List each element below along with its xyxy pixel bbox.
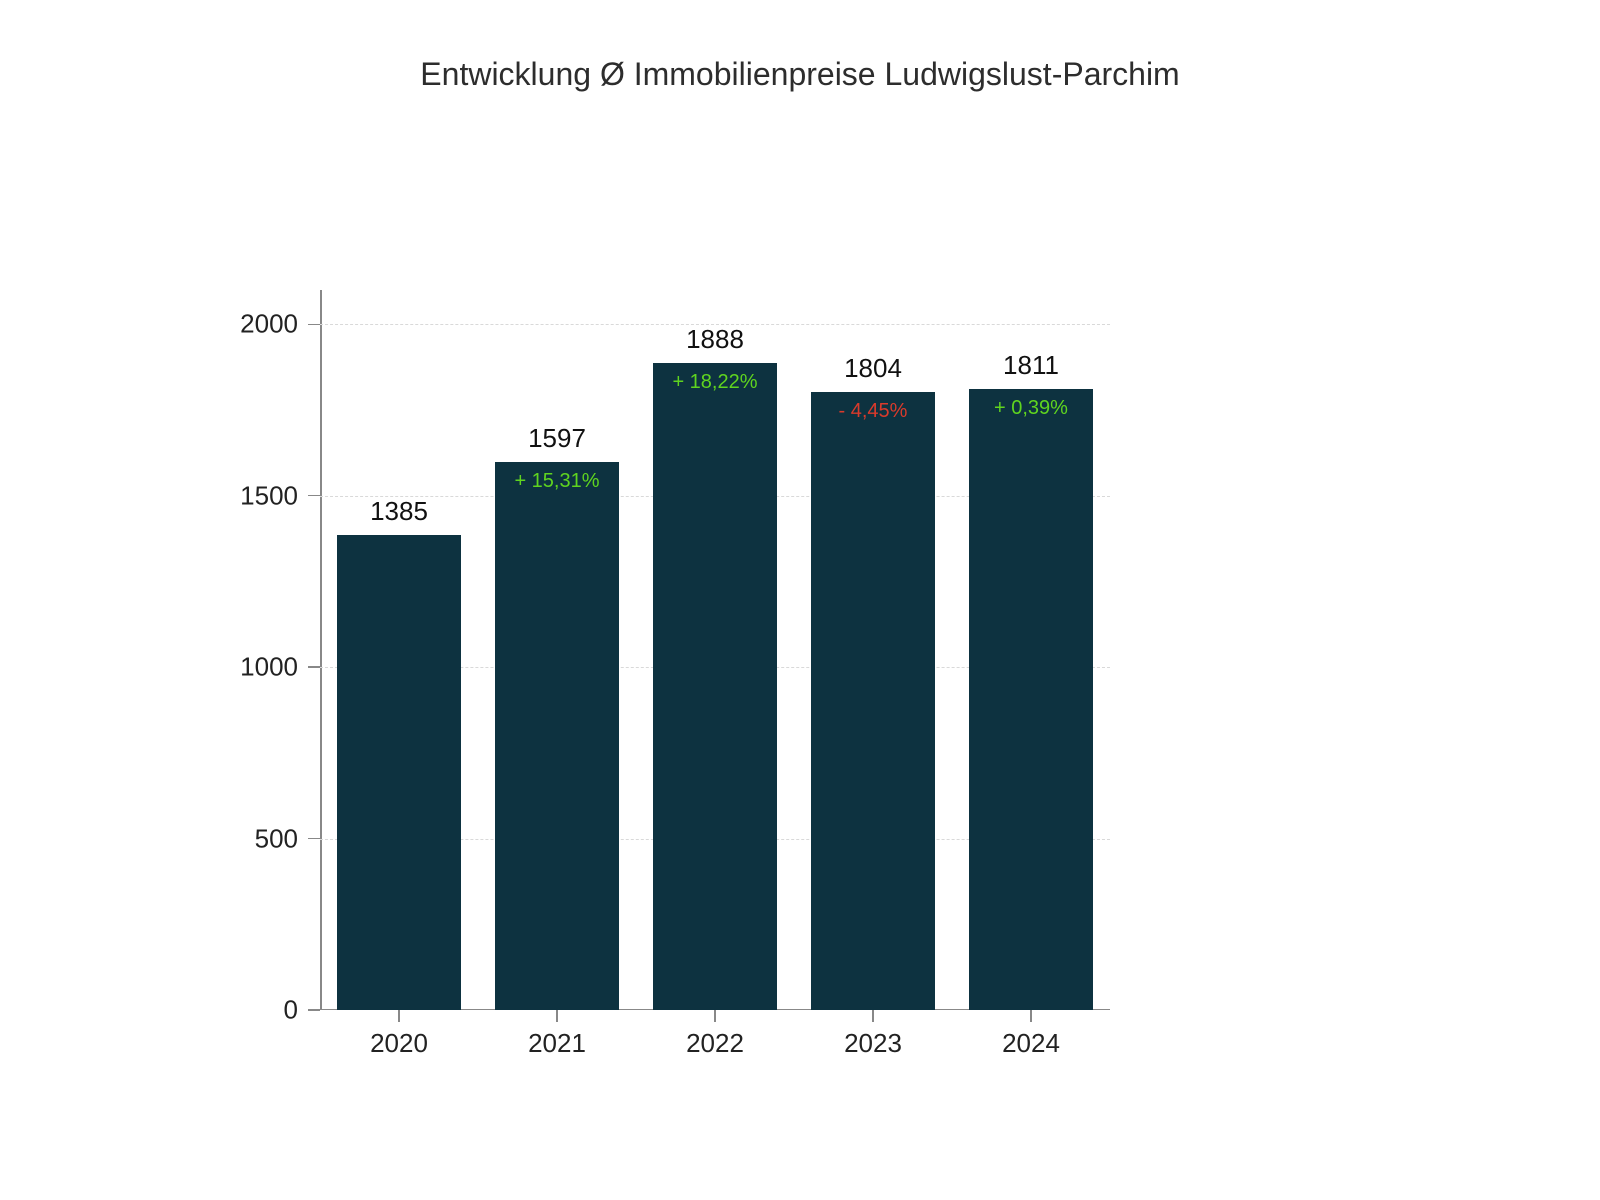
bar-value-label: 1804: [844, 353, 902, 384]
y-tick-label: 2000: [240, 309, 298, 340]
bar-value-label: 1597: [528, 423, 586, 454]
y-tick-label: 0: [284, 995, 298, 1026]
x-tick: [398, 1010, 400, 1022]
x-tick: [714, 1010, 716, 1022]
y-tick: [308, 495, 320, 497]
bar-delta-label: + 15,31%: [514, 470, 599, 493]
y-tick: [308, 838, 320, 840]
bar-value-label: 1811: [1003, 350, 1059, 381]
chart-title: Entwicklung Ø Immobilienpreise Ludwigslu…: [0, 56, 1600, 93]
bar-delta-label: + 0,39%: [994, 397, 1068, 420]
y-tick: [308, 666, 320, 668]
y-axis-line: [320, 290, 322, 1010]
x-tick-label: 2024: [1002, 1028, 1060, 1059]
x-tick: [872, 1010, 874, 1022]
chart-plot-area: 05001000150020002020138520211597+ 15,31%…: [320, 290, 1110, 1010]
bar-delta-label: - 4,45%: [839, 400, 908, 423]
x-tick-label: 2023: [844, 1028, 902, 1059]
y-tick: [308, 1009, 320, 1011]
x-tick-label: 2021: [528, 1028, 586, 1059]
bar: 1804- 4,45%: [811, 392, 934, 1011]
bar-value-label: 1888: [686, 324, 744, 355]
bar-value-label: 1385: [370, 496, 428, 527]
bar-delta-label: + 18,22%: [672, 371, 757, 394]
x-tick: [556, 1010, 558, 1022]
bar: 1888+ 18,22%: [653, 363, 776, 1010]
bar: 1811+ 0,39%: [969, 389, 1092, 1010]
x-tick: [1030, 1010, 1032, 1022]
bar: 1597+ 15,31%: [495, 462, 618, 1010]
bar: 1385: [337, 535, 460, 1010]
x-tick-label: 2022: [686, 1028, 744, 1059]
x-tick-label: 2020: [370, 1028, 428, 1059]
y-tick-label: 500: [255, 823, 298, 854]
y-tick-label: 1500: [240, 480, 298, 511]
y-tick-label: 1000: [240, 652, 298, 683]
y-tick: [308, 324, 320, 326]
page: Entwicklung Ø Immobilienpreise Ludwigslu…: [0, 0, 1600, 1200]
